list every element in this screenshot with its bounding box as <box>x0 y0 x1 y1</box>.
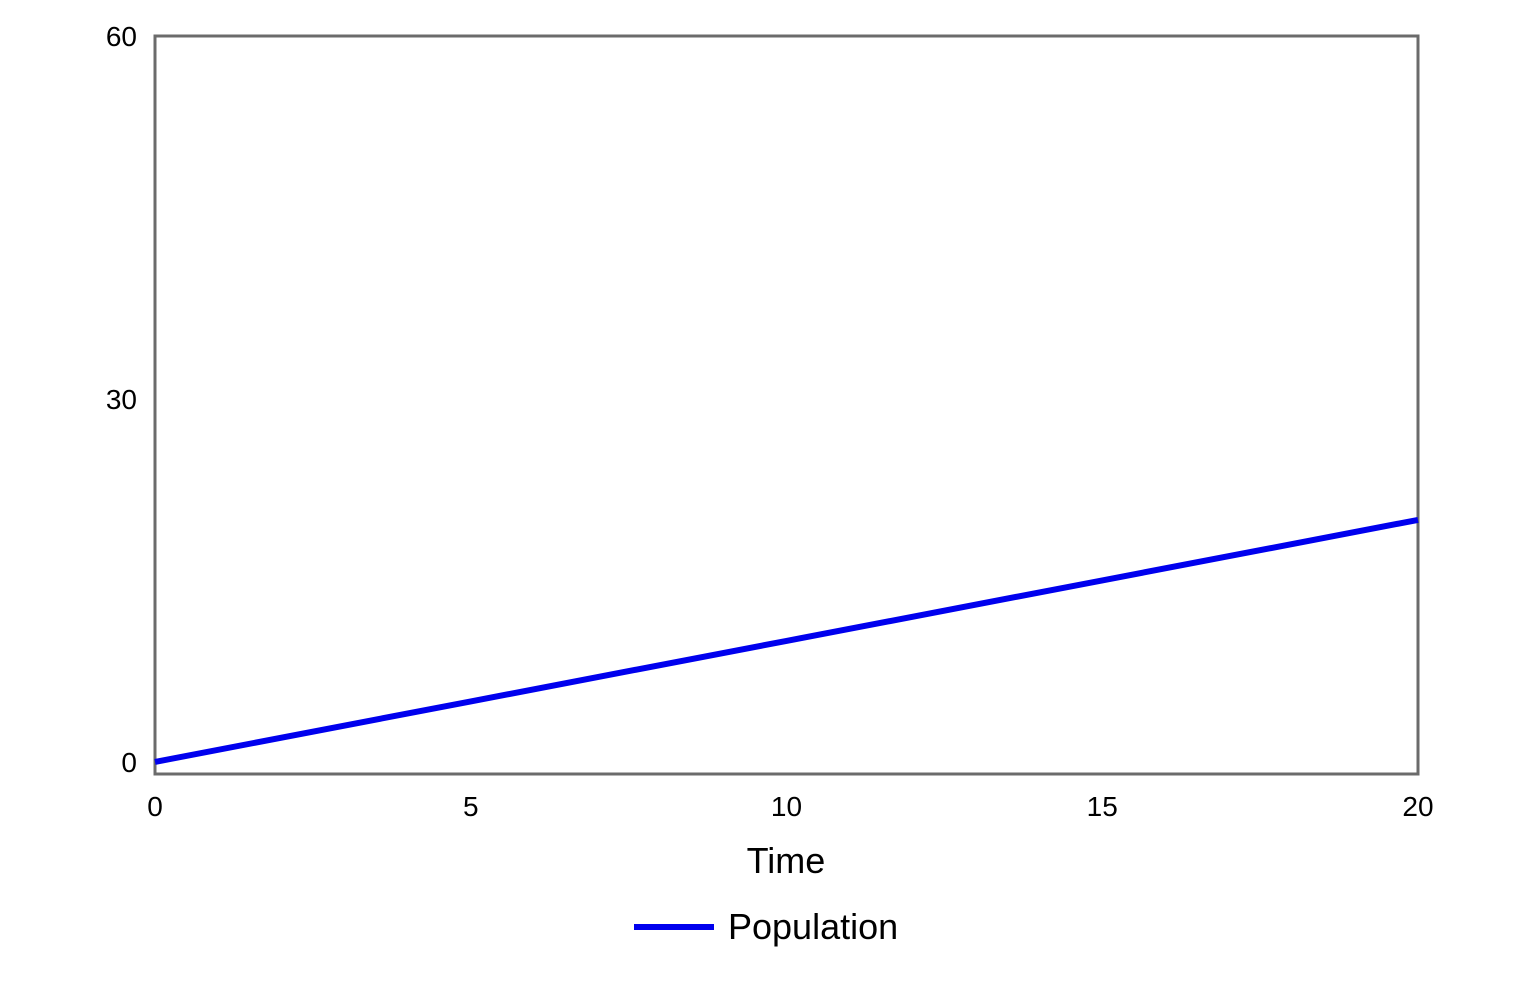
x-axis-title: Time <box>747 840 826 881</box>
x-tick-label: 0 <box>147 791 163 822</box>
series-line-population <box>154 516 1419 765</box>
y-tick-label: 30 <box>106 384 137 415</box>
legend-label-population: Population <box>728 906 898 947</box>
y-axis-ticks: 0 30 60 <box>106 21 137 778</box>
x-tick-label: 15 <box>1087 791 1118 822</box>
x-tick-label: 10 <box>771 791 802 822</box>
x-tick-label: 5 <box>463 791 479 822</box>
legend: Population <box>634 906 898 947</box>
plot-frame <box>153 34 1420 776</box>
y-tick-label: 0 <box>121 747 137 778</box>
x-axis-ticks: 0 5 10 15 20 <box>147 791 1433 822</box>
x-tick-label: 20 <box>1402 791 1433 822</box>
series-layer <box>154 516 1419 765</box>
y-tick-label: 60 <box>106 21 137 52</box>
